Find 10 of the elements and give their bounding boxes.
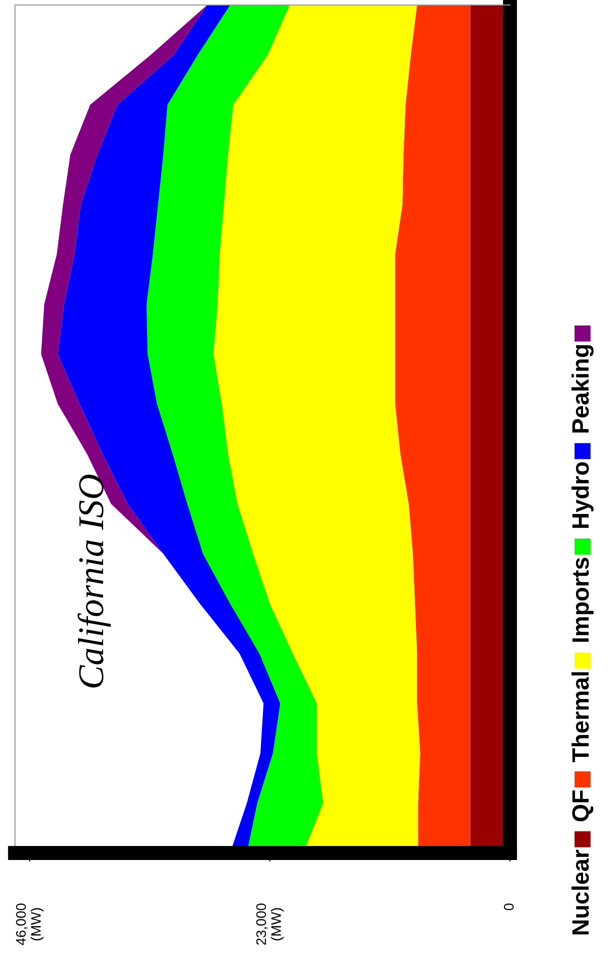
legend-label: QF [572, 790, 594, 822]
legend-label: Imports [572, 558, 594, 642]
x-tick-label: 0 [504, 904, 514, 910]
legend-label: Nuclear [572, 850, 589, 934]
text: California ISO [78, 474, 111, 688]
x-tick-label: 46,000 (MW) [16, 904, 44, 946]
legend-label: Peaking [571, 345, 594, 433]
legend-label: Thermal [572, 672, 589, 762]
legend-label: Hydro [572, 462, 594, 528]
x-tick-label: 23,000 (MW) [256, 904, 284, 945]
